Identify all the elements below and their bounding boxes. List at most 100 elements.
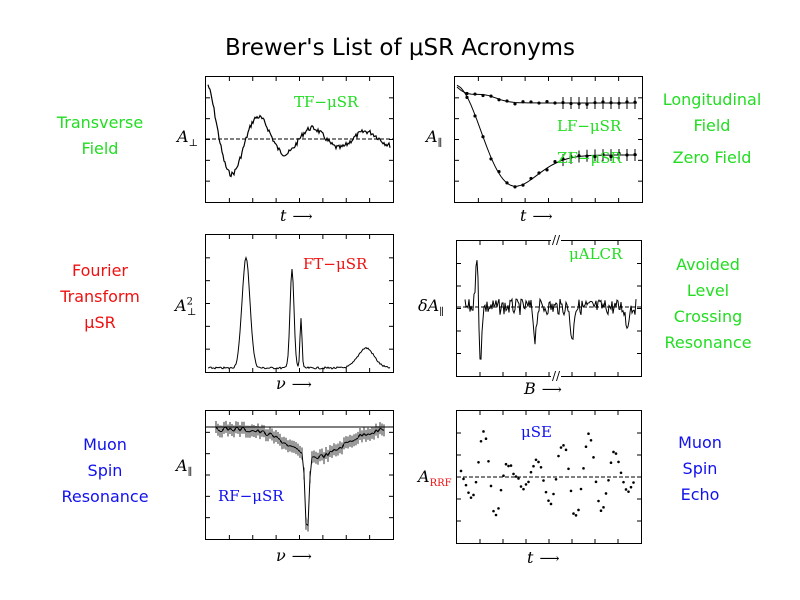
side-line: Field [693, 116, 731, 135]
lfzf-ylabel: A∥ [426, 127, 443, 150]
ft-xlabel: ν ⟶ [276, 374, 312, 393]
tf-plot [206, 77, 393, 202]
zf-point [481, 135, 485, 139]
se-point [507, 464, 510, 468]
lf-point [529, 100, 533, 104]
se-point [607, 478, 610, 482]
side-line: Transverse [56, 113, 144, 132]
alcr-panel: μALCR [456, 240, 642, 377]
side-line: Longitudinal [662, 90, 762, 109]
zf-point [529, 176, 533, 181]
se-point [509, 464, 513, 467]
se-point [464, 483, 468, 487]
rf-panel-label: RF−μSR [218, 487, 284, 505]
se-xlabel: t ⟶ [527, 548, 560, 567]
alcr-ylabel: δA∥ [418, 296, 444, 319]
zf-point [489, 157, 493, 161]
tf-side-label: Transverse Field [40, 110, 160, 162]
se-point [524, 483, 528, 486]
zf-point [465, 95, 469, 99]
lfzf-plot [455, 77, 642, 202]
se-point [549, 502, 553, 506]
se-point [577, 508, 580, 512]
tf-panel-label: TF−μSR [294, 93, 359, 111]
side-line: Muon [678, 433, 722, 452]
se-point [522, 487, 525, 491]
se-point [462, 477, 465, 481]
side-line: Field [81, 139, 119, 158]
se-point [559, 446, 563, 449]
se-point [609, 461, 613, 464]
se-point [557, 454, 560, 458]
zf-point [553, 160, 557, 164]
se-point [584, 445, 588, 449]
se-point [554, 478, 558, 481]
se-point [579, 487, 583, 491]
lf-point [481, 93, 485, 98]
se-point [614, 452, 618, 455]
rf-ylabel: A∥ [176, 456, 193, 479]
se-point [534, 458, 538, 462]
tf-ylabel: A⊥ [177, 127, 198, 150]
se-point [472, 493, 475, 497]
se-point [592, 456, 595, 459]
se-point [564, 448, 568, 452]
se-point [604, 492, 608, 495]
se-point [547, 499, 550, 502]
se-point [599, 509, 603, 513]
side-line: Transform [60, 287, 140, 306]
se-point [539, 466, 543, 469]
lf-point [473, 92, 477, 96]
se-point [562, 444, 565, 447]
alcr-trace [464, 260, 637, 360]
se-point [532, 464, 535, 468]
alcr-side-label: Avoided Level Crossing Resonance [648, 252, 768, 356]
lf-point [465, 91, 469, 96]
ft-spectrum [207, 256, 391, 370]
se-point [582, 467, 585, 470]
se-panel-label: μSE [521, 423, 552, 441]
se-point [569, 489, 573, 493]
se-side-label: Muon Spin Echo [640, 430, 760, 508]
zf-point [497, 170, 501, 174]
side-line: Level [686, 281, 730, 300]
alcr-panel-label: μALCR [569, 245, 623, 263]
se-point [482, 430, 485, 433]
lf-point [513, 102, 517, 106]
se-point [629, 485, 633, 489]
axis-break-mark: // [551, 369, 562, 383]
lfzf-side-label: Longitudinal Field Zero Field [652, 87, 772, 171]
lf-point [545, 99, 549, 104]
se-point [572, 512, 575, 515]
side-line: Echo [680, 485, 720, 504]
rf-plot [206, 411, 393, 539]
se-point [529, 470, 533, 474]
se-point [602, 506, 605, 509]
se-point [527, 480, 530, 484]
se-point [517, 477, 520, 480]
rf-side-label: Muon Spin Resonance [45, 432, 165, 510]
side-line: Fourier [71, 261, 128, 280]
se-point [619, 471, 623, 475]
side-line: Crossing [673, 307, 743, 326]
page-title: Brewer's List of μSR Acronyms [224, 35, 575, 61]
lfzf-xlabel: t ⟶ [520, 206, 553, 225]
se-point [624, 488, 628, 491]
zf-curve [456, 84, 637, 187]
zf-point [521, 183, 525, 187]
side-line: Muon [83, 435, 127, 454]
zf-point [473, 114, 477, 118]
tf-xlabel: t ⟶ [280, 206, 313, 225]
se-point [489, 484, 493, 488]
se-point [617, 460, 620, 464]
side-line: μSR [84, 313, 116, 332]
rf-xlabel: ν ⟶ [276, 546, 312, 565]
se-point [514, 475, 518, 478]
se-point [459, 469, 463, 473]
ft-ylabel: A2⊥ [175, 296, 197, 319]
ft-panel-label: FT−μSR [303, 255, 368, 273]
zf-point [505, 181, 509, 185]
lf-point [521, 100, 525, 104]
zf-point [537, 171, 541, 175]
